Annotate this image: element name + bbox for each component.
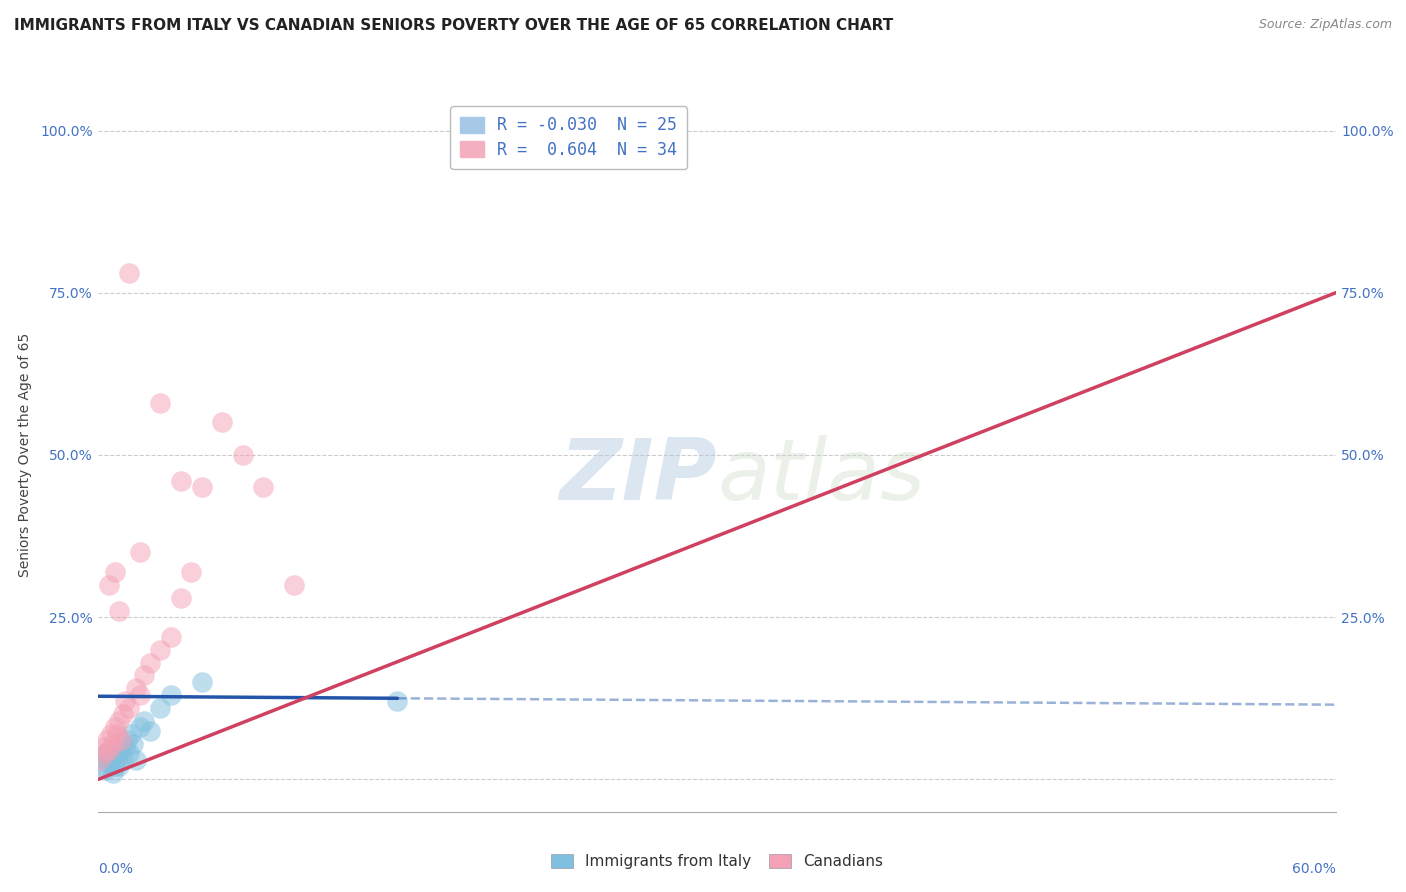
Point	[101, 737, 124, 751]
Point	[180, 565, 202, 579]
Point	[118, 266, 141, 280]
Point	[132, 668, 155, 682]
Point	[149, 396, 172, 410]
Point	[139, 723, 162, 738]
Point	[104, 720, 127, 734]
Point	[100, 753, 122, 767]
Point	[170, 591, 193, 605]
Y-axis label: Seniors Poverty Over the Age of 65: Seniors Poverty Over the Age of 65	[18, 333, 32, 577]
Point	[97, 756, 120, 770]
Point	[159, 630, 181, 644]
Point	[190, 675, 212, 690]
Point	[93, 747, 115, 761]
Point	[211, 416, 233, 430]
Point	[110, 743, 132, 757]
Point	[110, 733, 132, 747]
Point	[89, 749, 111, 764]
Point	[252, 480, 274, 494]
Point	[128, 720, 150, 734]
Text: Source: ZipAtlas.com: Source: ZipAtlas.com	[1258, 18, 1392, 31]
Legend: Immigrants from Italy, Canadians: Immigrants from Italy, Canadians	[546, 847, 889, 875]
Point	[112, 707, 135, 722]
Text: 60.0%: 60.0%	[1292, 862, 1336, 876]
Text: ZIP: ZIP	[560, 434, 717, 518]
Point	[124, 753, 146, 767]
Point	[97, 577, 120, 591]
Point	[101, 765, 124, 780]
Point	[114, 694, 136, 708]
Point	[112, 753, 135, 767]
Point	[149, 642, 172, 657]
Point	[232, 448, 254, 462]
Point	[91, 739, 114, 754]
Point	[105, 727, 128, 741]
Point	[387, 694, 409, 708]
Point	[89, 753, 111, 767]
Point	[96, 747, 118, 761]
Point	[128, 545, 150, 559]
Point	[93, 763, 115, 777]
Point	[108, 759, 131, 773]
Point	[104, 759, 127, 773]
Point	[100, 727, 122, 741]
Point	[122, 737, 145, 751]
Point	[128, 688, 150, 702]
Point	[132, 714, 155, 728]
Point	[283, 577, 305, 591]
Text: IMMIGRANTS FROM ITALY VS CANADIAN SENIORS POVERTY OVER THE AGE OF 65 CORRELATION: IMMIGRANTS FROM ITALY VS CANADIAN SENIOR…	[14, 18, 893, 33]
Point	[170, 474, 193, 488]
Point	[159, 688, 181, 702]
Point	[117, 733, 139, 747]
Point	[108, 714, 131, 728]
Point	[97, 743, 120, 757]
Point	[108, 604, 131, 618]
Text: atlas: atlas	[717, 434, 925, 518]
Point	[91, 759, 114, 773]
Point	[118, 701, 141, 715]
Point	[139, 656, 162, 670]
Point	[105, 749, 128, 764]
Point	[96, 733, 118, 747]
Point	[124, 681, 146, 696]
Text: 0.0%: 0.0%	[98, 862, 134, 876]
Point	[120, 727, 142, 741]
Point	[149, 701, 172, 715]
Point	[190, 480, 212, 494]
Point	[104, 565, 127, 579]
Point	[118, 747, 141, 761]
Point	[114, 739, 136, 754]
